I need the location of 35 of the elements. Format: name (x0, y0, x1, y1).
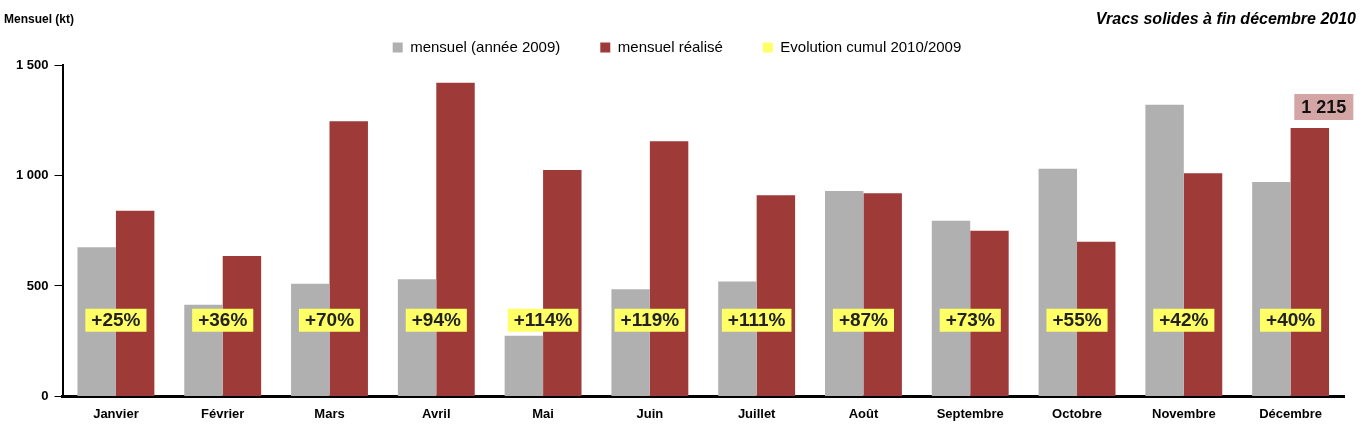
x-tick-label: Août (848, 405, 879, 421)
chart-title: Vracs solides à fin décembre 2010 (1095, 10, 1356, 28)
annotation: +42% (1159, 309, 1209, 331)
bar (504, 335, 544, 396)
x-tick-label: Janvier (93, 405, 139, 421)
legend-label: mensuel réalisé (617, 37, 723, 55)
annotation: +55% (1052, 309, 1102, 331)
x-tick-label: Décembre (1259, 405, 1323, 421)
annotation: +25% (91, 309, 141, 331)
data-label: 1 215 (1301, 96, 1347, 117)
annotation: +119% (620, 309, 680, 331)
x-tick-label: Septembre (936, 405, 1004, 421)
y-axis-title: Mensuel (kt) (4, 12, 75, 26)
x-tick-label: Juin (636, 405, 664, 421)
x-tick-label: Avril (422, 405, 451, 421)
y-tick-label: 1 000 (15, 167, 49, 183)
x-tick-label: Octobre (1052, 405, 1102, 421)
annotation: +73% (945, 309, 995, 331)
x-tick-label: Février (201, 405, 245, 421)
annotation: +114% (513, 309, 573, 331)
x-tick-label: Novembre (1152, 405, 1216, 421)
y-tick-label: 1 500 (15, 56, 49, 72)
x-tick-label: Mars (314, 405, 345, 421)
x-tick-label: Juillet (737, 405, 777, 421)
annotation: +36% (198, 309, 248, 331)
legend-label: Evolution cumul 2010/2009 (780, 37, 962, 55)
annotation: +40% (1266, 309, 1316, 331)
annotation: +94% (411, 309, 461, 331)
annotation: +111% (727, 309, 786, 331)
x-tick-label: Mai (532, 405, 554, 421)
y-tick-label: 500 (26, 277, 49, 293)
annotation: +70% (304, 309, 355, 331)
y-tick-label: 0 (41, 387, 49, 403)
annotation: +87% (838, 309, 889, 331)
legend-label: mensuel (année 2009) (410, 37, 561, 55)
